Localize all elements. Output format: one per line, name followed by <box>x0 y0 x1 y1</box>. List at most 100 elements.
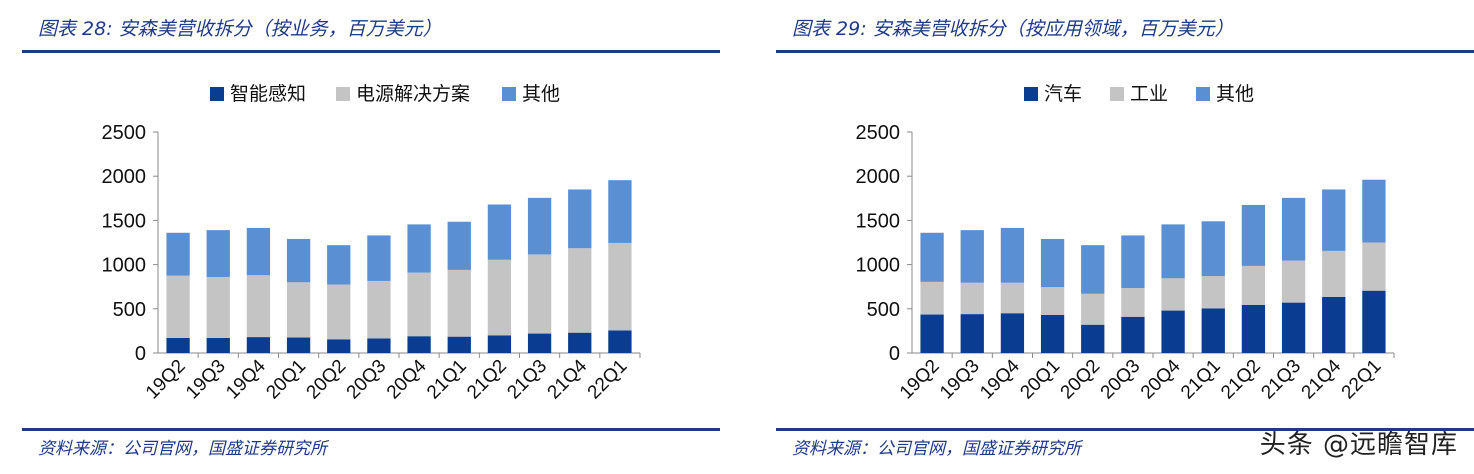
x-tick-label: 19Q2 <box>896 356 944 404</box>
bar-segment <box>920 232 944 282</box>
bar-segment <box>487 204 512 260</box>
bar-segment <box>1201 308 1225 353</box>
chart-title: 图表 29: 安森美营收拆分（按应用领域，百万美元） <box>792 18 1234 40</box>
x-tick-label: 20Q3 <box>1097 356 1145 404</box>
bar-stack-19Q2 <box>920 232 944 353</box>
bar-segment <box>407 224 431 273</box>
bar-segment <box>608 330 632 353</box>
watermark: 头条 @远瞻智库 <box>1259 430 1458 460</box>
bar-stack-21Q3 <box>527 197 552 353</box>
y-tick-label: 2000 <box>856 166 901 188</box>
bar-segment <box>608 180 632 243</box>
x-tick-label: 22Q1 <box>584 356 632 404</box>
x-tick-label: 21Q2 <box>463 356 511 404</box>
x-tick-label: 21Q1 <box>423 356 471 404</box>
bar-segment <box>166 275 190 338</box>
bar-segment <box>327 245 351 285</box>
bar-segment <box>568 332 592 353</box>
y-tick-label: 500 <box>867 299 900 321</box>
bar-segment <box>960 230 984 283</box>
bar-segment <box>1241 204 1266 266</box>
bar-segment <box>1281 260 1306 303</box>
bar-segment <box>407 272 431 337</box>
source-divider <box>776 428 1474 431</box>
bar-segment <box>367 235 391 281</box>
bar-segment <box>1161 224 1185 279</box>
bar-segment <box>246 337 271 353</box>
bar-segment <box>1322 189 1346 251</box>
bar-segment <box>327 339 351 353</box>
bar-segment <box>1040 238 1065 288</box>
bar-segment <box>447 336 471 353</box>
y-tick-label: 2500 <box>856 122 901 144</box>
x-tick-label: 21Q1 <box>1177 356 1225 404</box>
bar-segment <box>568 248 592 333</box>
bar-segment <box>206 230 230 277</box>
bar-segment <box>407 336 431 353</box>
y-tick-label: 1500 <box>856 210 901 232</box>
x-tick-label: 20Q1 <box>1016 356 1064 404</box>
bar-segment <box>1362 179 1386 243</box>
bar-stack-21Q4 <box>1322 189 1346 353</box>
bar-segment <box>1161 278 1185 311</box>
bar-stack-19Q4 <box>1000 227 1025 353</box>
legend-swatch <box>1196 87 1210 101</box>
x-tick-label: 19Q3 <box>936 356 984 404</box>
y-tick-label: 500 <box>113 299 146 321</box>
bar-stack-21Q3 <box>1281 197 1306 353</box>
bar-stack-21Q4 <box>568 189 592 353</box>
x-tick-label: 21Q3 <box>503 356 551 404</box>
bar-segment <box>1201 221 1225 277</box>
bar-stack-20Q4 <box>1161 224 1185 353</box>
x-tick-label: 19Q3 <box>182 356 230 404</box>
bar-segment <box>1281 197 1306 261</box>
legend-item: 其他 <box>502 83 560 105</box>
bar-stack-20Q2 <box>1081 245 1105 353</box>
bar-segment <box>1362 290 1386 353</box>
legend-item: 其他 <box>1196 83 1254 105</box>
legend-item: 工业 <box>1110 83 1168 105</box>
bar-segment <box>1000 227 1025 283</box>
x-tick-label: 21Q4 <box>1298 355 1346 403</box>
bar-segment <box>1040 314 1065 353</box>
chart-panel-application: 图表 29: 安森美营收拆分（按应用领域，百万美元） 汽车 工业 其他 0 500 100… <box>754 0 1474 474</box>
source-note: 资料来源：公司官网，国盛证券研究所 <box>792 439 1081 459</box>
legend-item: 电源解决方案 <box>336 83 470 105</box>
bar-segment <box>527 254 552 334</box>
bar-stack-20Q3 <box>367 235 391 353</box>
bar-stack-21Q2 <box>1241 204 1266 353</box>
x-tick-label: 22Q1 <box>1338 356 1386 404</box>
chart-title: 图表 28: 安森美营收拆分（按业务，百万美元） <box>38 18 442 40</box>
x-tick-label: 21Q4 <box>544 355 592 403</box>
y-tick-label: 1000 <box>856 255 901 277</box>
y-tick-label: 2500 <box>102 122 147 144</box>
legend-label: 电源解决方案 <box>356 83 470 105</box>
bar-segment <box>1121 316 1145 353</box>
bar-segment <box>1161 310 1185 353</box>
bar-segment <box>1081 293 1105 325</box>
legend-swatch <box>336 87 350 101</box>
bar-segment <box>367 280 391 339</box>
bar-segment <box>920 314 944 353</box>
bar-stack-20Q3 <box>1121 235 1145 353</box>
y-tick-label: 2000 <box>102 166 147 188</box>
bar-segment <box>1000 282 1025 314</box>
legend-swatch <box>502 87 516 101</box>
bar-segment <box>960 314 984 353</box>
chart-panel-business: 图表 28: 安森美营收拆分（按业务，百万美元） 智能感知 电源解决方案 其他 0 50… <box>0 0 720 474</box>
y-tick-label: 0 <box>889 343 900 365</box>
bar-segment <box>1241 265 1266 305</box>
legend-swatch <box>1110 87 1124 101</box>
bar-segment <box>1201 276 1225 309</box>
bar-segment <box>1322 250 1346 297</box>
x-tick-label: 20Q2 <box>303 356 351 404</box>
bar-segment <box>286 238 311 283</box>
bar-segment <box>568 189 592 249</box>
bar-stack-21Q1 <box>447 221 471 353</box>
bar-stack-19Q4 <box>246 227 271 353</box>
bar-segment <box>1040 287 1065 315</box>
bar-segment <box>1121 235 1145 289</box>
chart-application-breakdown: 汽车 工业 其他0500100015002000250019Q219Q319Q420… <box>856 83 1395 404</box>
y-tick-label: 1500 <box>102 210 147 232</box>
x-tick-label: 20Q4 <box>1137 355 1185 403</box>
